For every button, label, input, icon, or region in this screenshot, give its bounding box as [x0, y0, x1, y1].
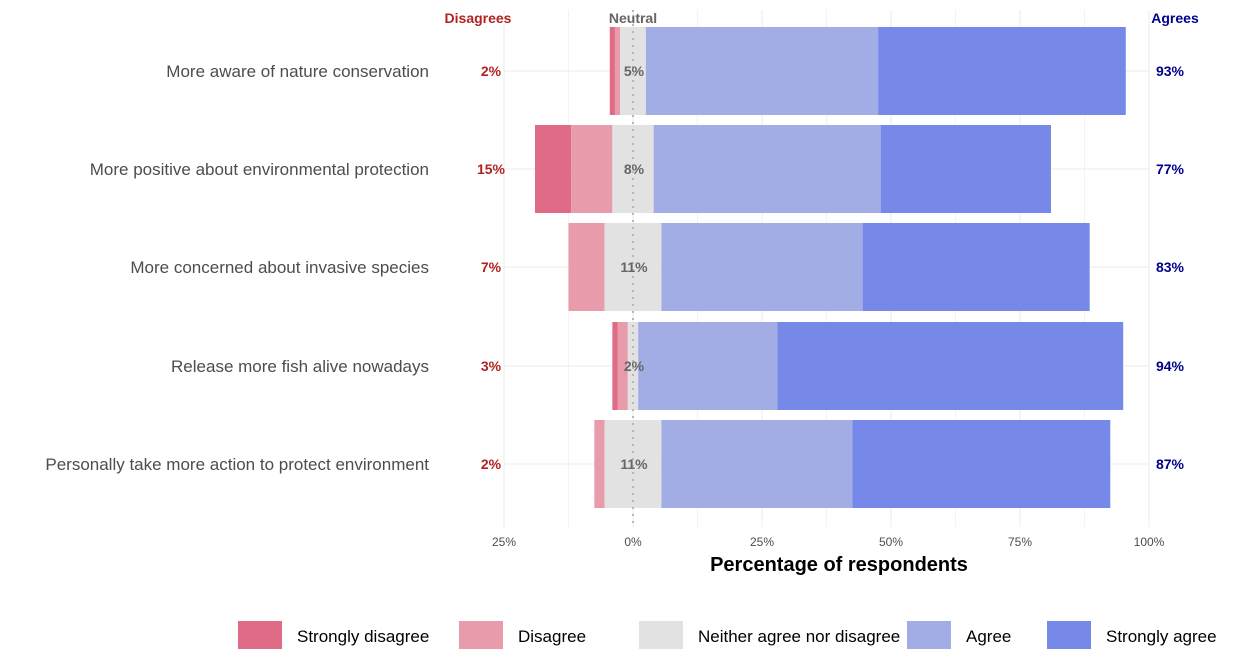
- x-axis-title: Percentage of respondents: [710, 554, 968, 576]
- legend: Strongly disagree Disagree Neither agree n…: [238, 621, 1217, 649]
- x-axis-ticks: 25% 0% 25% 50% 75% 100%: [492, 535, 1165, 549]
- category-label: Personally take more action to protect e…: [45, 455, 429, 474]
- category-label: More aware of nature conservation: [166, 62, 429, 81]
- agree-percent-label: 87%: [1156, 456, 1185, 472]
- bar-segment-disagree: [568, 223, 605, 311]
- bar-segment-agree: [661, 420, 853, 508]
- bars-layer: [534, 27, 1126, 508]
- category-label: More concerned about invasive species: [130, 258, 429, 277]
- category-label: More positive about environmental protec…: [90, 160, 429, 179]
- legend-label: Neither agree nor disagree: [698, 627, 900, 646]
- legend-swatch: [459, 621, 503, 649]
- category-label: Release more fish alive nowadays: [171, 357, 429, 376]
- bar-segment-agree: [645, 27, 879, 115]
- bar-segment-disagree: [617, 322, 628, 410]
- bar-segment-neither-agree-nor-disagree: [604, 223, 662, 311]
- legend-swatch: [907, 621, 951, 649]
- bar-segment-strongly-disagree: [609, 27, 615, 115]
- disagree-percent-label: 7%: [481, 259, 502, 275]
- neutral-percent-label: 2%: [624, 358, 645, 374]
- disagree-percent-label: 2%: [481, 63, 502, 79]
- disagree-percent-label: 2%: [481, 456, 502, 472]
- x-tick-label: 25%: [750, 535, 774, 549]
- bar-segment-strongly-agree: [852, 420, 1111, 508]
- neutral-percent-label: 8%: [624, 161, 645, 177]
- neutral-percent-label: 11%: [620, 456, 648, 472]
- x-tick-label: 100%: [1134, 535, 1165, 549]
- bar-segment-strongly-disagree: [612, 322, 618, 410]
- agree-percent-label: 93%: [1156, 63, 1185, 79]
- agree-percent-label: 94%: [1156, 358, 1185, 374]
- neutral-percent-label: 11%: [620, 259, 648, 275]
- disagree-percent-label: 15%: [477, 161, 506, 177]
- legend-label: Strongly agree: [1106, 627, 1217, 646]
- legend-label: Disagree: [518, 627, 586, 646]
- x-tick-label: 0%: [624, 535, 642, 549]
- bar-segment-strongly-agree: [880, 125, 1051, 213]
- disagrees-header: Disagrees: [445, 10, 512, 26]
- agree-percent-label: 77%: [1156, 161, 1185, 177]
- bar-segment-strongly-agree: [878, 27, 1126, 115]
- bar-segment-strongly-disagree: [534, 125, 572, 213]
- labels-layer: More aware of nature conservation 2% 5% 93%…: [45, 62, 1184, 474]
- disagree-percent-label: 3%: [481, 358, 502, 374]
- bar-segment-strongly-agree: [862, 223, 1090, 311]
- bar-segment-disagree: [614, 27, 621, 115]
- legend-label: Strongly disagree: [297, 627, 429, 646]
- x-tick-label: 25%: [492, 535, 516, 549]
- x-tick-label: 75%: [1008, 535, 1032, 549]
- bar-segment-agree: [653, 125, 881, 213]
- bar-segment-neither-agree-nor-disagree: [620, 27, 646, 115]
- legend-swatch: [238, 621, 282, 649]
- bar-segment-strongly-agree: [777, 322, 1124, 410]
- neutral-header: Neutral: [609, 10, 657, 26]
- bar-segment-agree: [638, 322, 778, 410]
- agree-percent-label: 83%: [1156, 259, 1185, 275]
- neutral-percent-label: 5%: [624, 63, 645, 79]
- bar-segment-disagree: [571, 125, 613, 213]
- bar-segment-neither-agree-nor-disagree: [627, 322, 639, 410]
- agrees-header: Agrees: [1151, 10, 1199, 26]
- legend-swatch: [1047, 621, 1091, 649]
- legend-label: Agree: [966, 627, 1011, 646]
- legend-swatch: [639, 621, 683, 649]
- bar-segment-disagree: [594, 420, 605, 508]
- bar-segment-agree: [661, 223, 863, 311]
- x-tick-label: 50%: [879, 535, 903, 549]
- bar-segment-neither-agree-nor-disagree: [612, 125, 654, 213]
